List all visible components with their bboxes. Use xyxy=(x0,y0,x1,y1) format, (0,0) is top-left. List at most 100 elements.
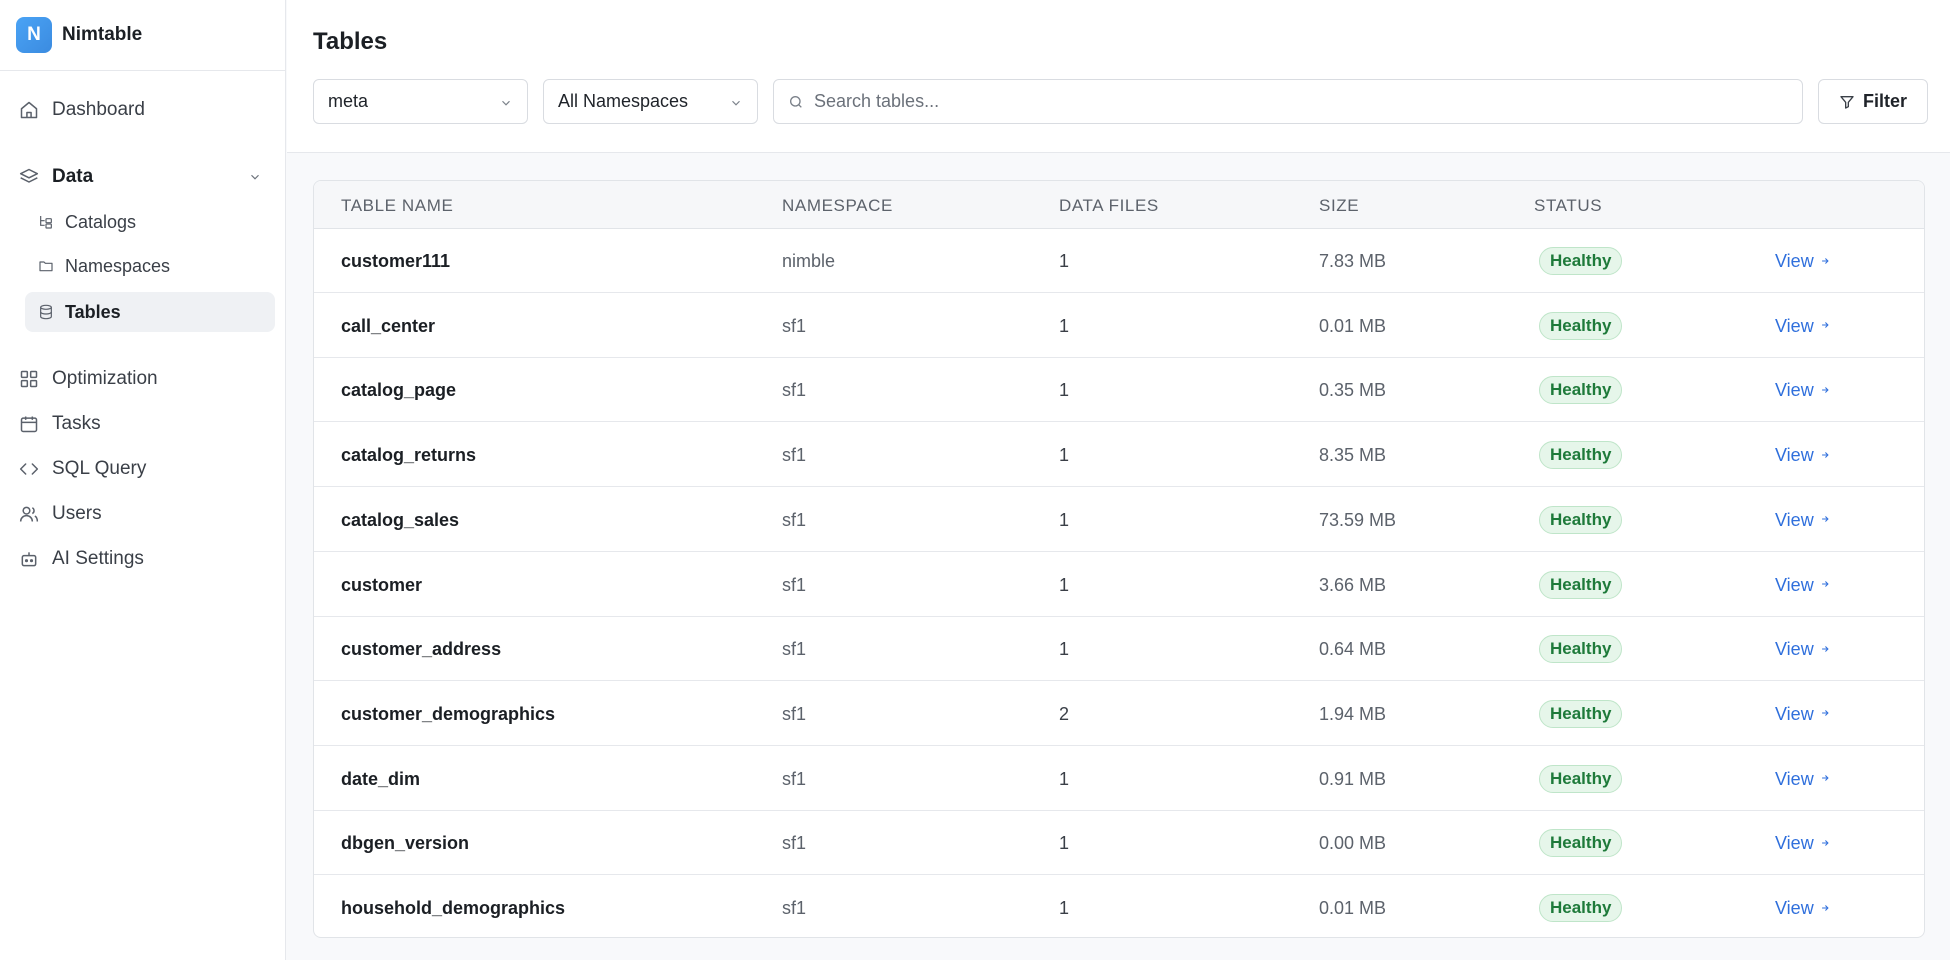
table-row[interactable]: customer_address sf1 1 0.64 MB Healthy View xyxy=(314,617,1924,682)
arrow-right-icon xyxy=(1820,578,1830,592)
sidebar-item-data[interactable]: Data xyxy=(18,160,276,194)
status-badge: Healthy xyxy=(1539,764,1623,793)
table-name-cell[interactable]: household_demographics xyxy=(341,898,566,918)
table-name-cell[interactable]: dbgen_version xyxy=(341,833,470,854)
column-header-data-files[interactable]: DATA FILES xyxy=(1059,196,1159,215)
arrow-right-icon xyxy=(1820,707,1830,721)
view-link-label: View xyxy=(1775,574,1814,595)
sidebar: N Nimtable Dashboard Data Catalogs xyxy=(0,0,286,960)
search-icon xyxy=(788,94,804,110)
view-link-label: View xyxy=(1775,315,1814,336)
sidebar-item-tables[interactable]: Tables xyxy=(25,292,275,332)
sidebar-item-ai-settings[interactable]: AI Settings xyxy=(18,542,276,576)
table-row[interactable]: dbgen_version sf1 1 0.00 MB Healthy View xyxy=(314,811,1924,876)
size-cell: 0.35 MB xyxy=(1319,380,1387,401)
sidebar-item-dashboard[interactable]: Dashboard xyxy=(18,93,276,127)
table-name-cell[interactable]: customer_address xyxy=(341,639,502,660)
table-name-cell[interactable]: customer111 xyxy=(341,251,451,271)
sidebar-item-namespaces[interactable]: Namespaces xyxy=(25,249,275,283)
table-row[interactable]: date_dim sf1 1 0.91 MB Healthy View xyxy=(314,747,1924,811)
view-link-label: View xyxy=(1775,251,1814,271)
size-cell: 0.00 MB xyxy=(1319,833,1387,854)
users-icon xyxy=(18,503,40,525)
column-header-size[interactable]: SIZE xyxy=(1319,196,1360,215)
folder-icon xyxy=(37,257,55,275)
table-row[interactable]: catalog_returns sf1 1 8.35 MB Healthy View xyxy=(314,423,1924,488)
namespace-cell: sf1 xyxy=(782,898,807,918)
namespace-select-value: All Namespaces xyxy=(558,91,689,111)
column-header-namespace[interactable]: NAMESPACE xyxy=(782,196,893,215)
view-link[interactable]: View xyxy=(1775,316,1830,337)
size-cell: 73.59 MB xyxy=(1319,509,1397,530)
table-row[interactable]: catalog_sales sf1 1 73.59 MB Healthy View xyxy=(314,488,1924,552)
table-row[interactable]: household_demographics sf1 1 0.01 MB Healthy… xyxy=(314,876,1924,937)
sidebar-item-label: Optimization xyxy=(52,368,158,389)
view-link-label: View xyxy=(1775,768,1814,789)
data-files-cell: 1 xyxy=(1059,251,1070,271)
chevron-down-icon[interactable] xyxy=(248,168,262,190)
sidebar-item-label: Data xyxy=(52,166,94,187)
namespace-select[interactable]: All Namespaces xyxy=(543,79,758,124)
catalog-select[interactable]: meta xyxy=(313,79,528,124)
data-files-cell: 1 xyxy=(1059,639,1070,660)
arrow-right-icon xyxy=(1820,255,1830,269)
namespace-cell: sf1 xyxy=(782,703,807,724)
sidebar-item-users[interactable]: Users xyxy=(18,497,276,531)
arrow-right-icon xyxy=(1820,449,1830,463)
tables-table: TABLE NAME NAMESPACE DATA FILES SIZE STA… xyxy=(313,180,1925,938)
search-box[interactable] xyxy=(773,79,1803,124)
table-row[interactable]: customer111 nimble 1 7.83 MB Healthy View xyxy=(314,229,1924,293)
sidebar-item-label: AI Settings xyxy=(52,548,144,569)
size-cell: 0.01 MB xyxy=(1319,315,1387,336)
table-name-cell[interactable]: call_center xyxy=(341,315,436,336)
sidebar-item-label: Tables xyxy=(65,301,121,322)
view-link[interactable]: View xyxy=(1775,639,1830,660)
namespace-cell: sf1 xyxy=(782,833,807,854)
view-link[interactable]: View xyxy=(1775,833,1830,854)
sidebar-item-optimization[interactable]: Optimization xyxy=(18,362,276,396)
table-name-cell[interactable]: customer xyxy=(341,574,423,595)
filter-button[interactable]: Filter xyxy=(1818,79,1928,124)
table-row[interactable]: customer sf1 1 3.66 MB Healthy View xyxy=(314,553,1924,617)
sidebar-item-label: Dashboard xyxy=(52,99,145,120)
brand[interactable]: N Nimtable xyxy=(0,0,285,71)
column-header-table-name[interactable]: TABLE NAME xyxy=(341,196,454,215)
size-cell: 3.66 MB xyxy=(1319,574,1387,595)
search-input[interactable] xyxy=(814,91,1794,112)
status-badge: Healthy xyxy=(1539,829,1623,858)
table-name-cell[interactable]: catalog_returns xyxy=(341,445,477,466)
column-header-status[interactable]: STATUS xyxy=(1534,196,1603,215)
arrow-right-icon xyxy=(1820,772,1830,786)
namespace-cell: sf1 xyxy=(782,768,807,789)
view-link[interactable]: View xyxy=(1775,445,1830,466)
code-icon xyxy=(18,458,40,480)
size-cell: 0.91 MB xyxy=(1319,768,1387,789)
view-link[interactable]: View xyxy=(1775,575,1830,596)
table-name-cell[interactable]: catalog_sales xyxy=(341,509,460,530)
table-header: TABLE NAME NAMESPACE DATA FILES SIZE STA… xyxy=(314,181,1924,229)
status-badge: Healthy xyxy=(1539,505,1623,534)
table-row[interactable]: catalog_page sf1 1 0.35 MB Healthy View xyxy=(314,358,1924,423)
page-title: Tables xyxy=(313,28,388,55)
table-name-cell[interactable]: customer_demographics xyxy=(341,703,556,724)
table-name-cell[interactable]: catalog_page xyxy=(341,380,457,401)
sidebar-item-label: SQL Query xyxy=(52,458,147,479)
table-name-cell[interactable]: date_dim xyxy=(341,768,421,789)
sidebar-item-sql-query[interactable]: SQL Query xyxy=(18,452,276,486)
view-link[interactable]: View xyxy=(1775,898,1830,919)
view-link[interactable]: View xyxy=(1775,704,1830,725)
sidebar-item-tasks[interactable]: Tasks xyxy=(18,407,276,441)
view-link[interactable]: View xyxy=(1775,380,1830,401)
view-link[interactable]: View xyxy=(1775,510,1830,531)
sidebar-item-catalogs[interactable]: Catalogs xyxy=(25,205,275,239)
home-icon xyxy=(18,99,40,121)
table-row[interactable]: call_center sf1 1 0.01 MB Healthy View xyxy=(314,294,1924,358)
sidebar-item-label: Users xyxy=(52,503,102,524)
status-badge: Healthy xyxy=(1539,570,1623,599)
view-link[interactable]: View xyxy=(1775,251,1830,272)
status-badge: Healthy xyxy=(1539,635,1623,664)
sidebar-item-label: Tasks xyxy=(52,413,101,434)
table-row[interactable]: customer_demographics sf1 2 1.94 MB Healthy V… xyxy=(314,682,1924,746)
view-link[interactable]: View xyxy=(1775,769,1830,790)
arrow-right-icon xyxy=(1820,643,1830,657)
